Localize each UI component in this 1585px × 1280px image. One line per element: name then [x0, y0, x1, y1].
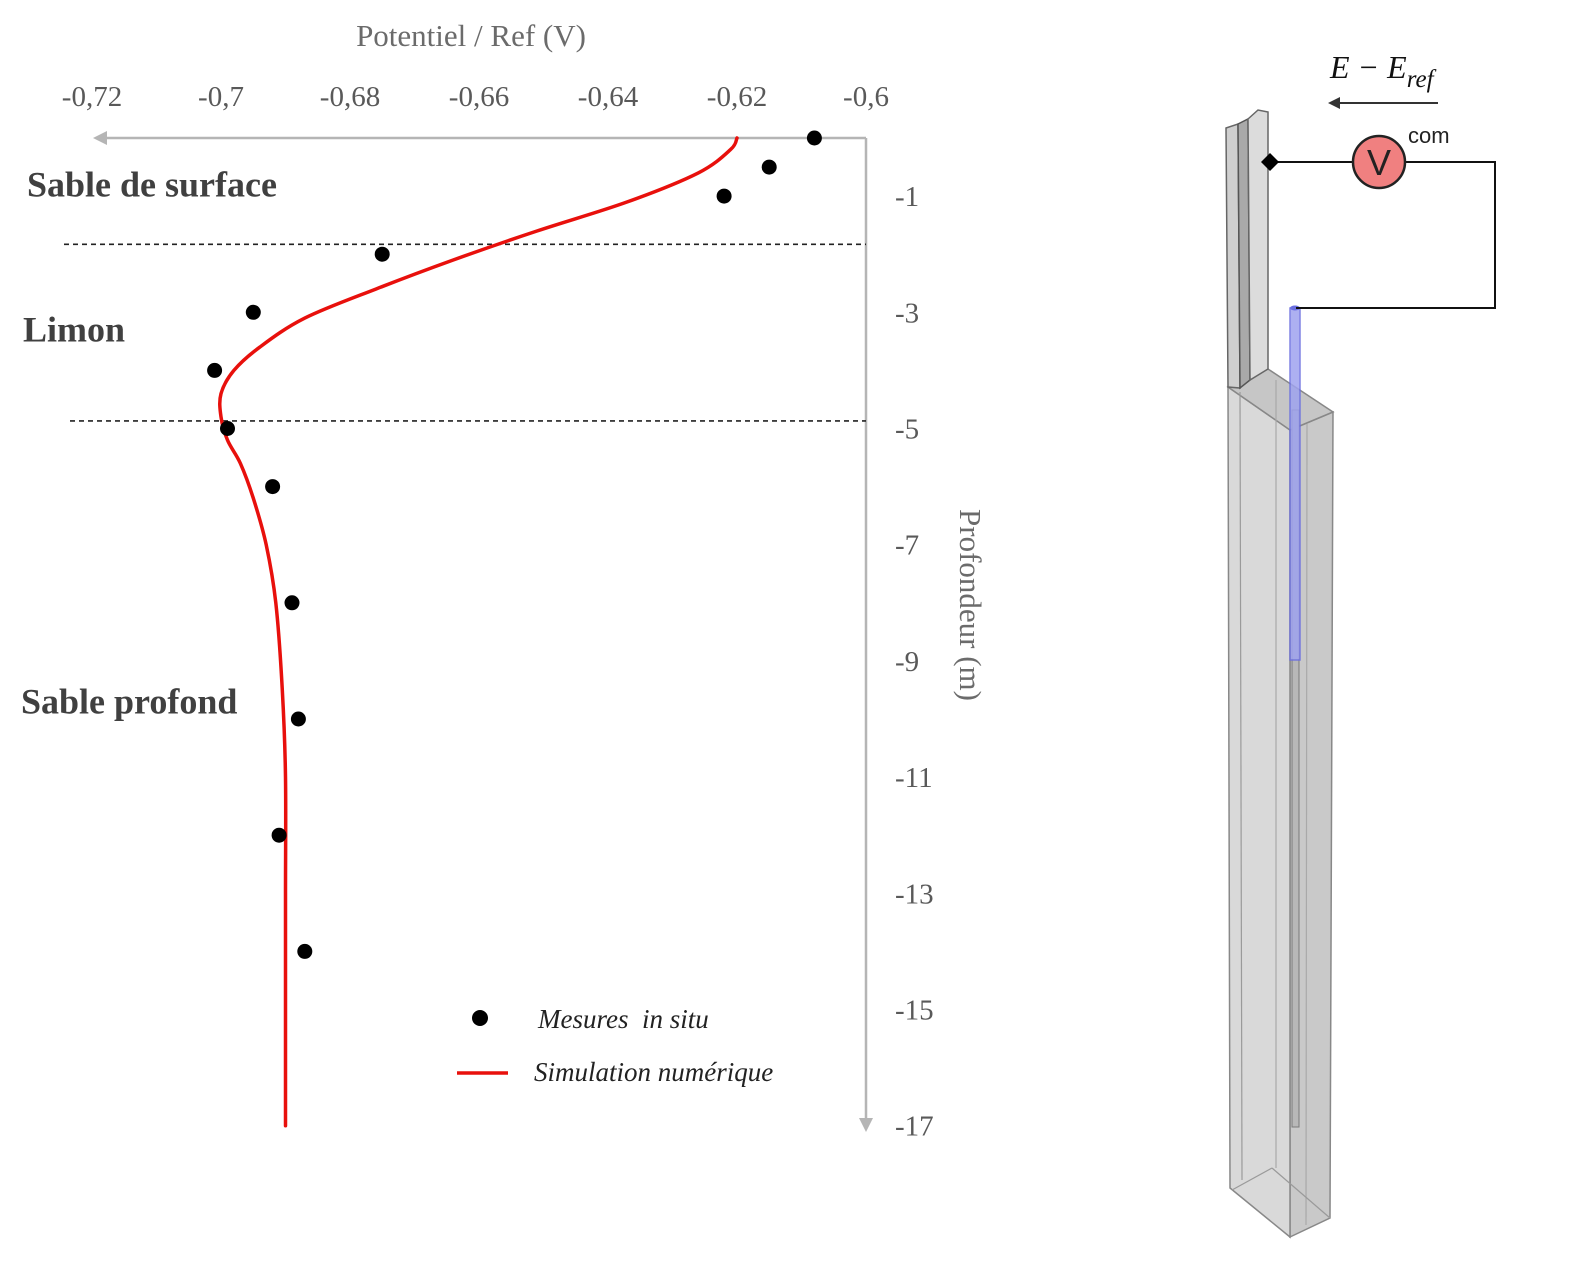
x-tick-labels: -0,72 -0,7 -0,68 -0,66 -0,64 -0,62 -0,6 — [62, 81, 889, 113]
legend-label-simulation: Simulation numérique — [534, 1057, 773, 1087]
x-axis-title: Potentiel / Ref (V) — [356, 18, 586, 53]
x-tick-label: -0,7 — [198, 81, 244, 113]
layer-label: Sable profond — [21, 682, 237, 722]
y-tick-label: -7 — [895, 530, 919, 562]
measurement-point — [716, 188, 732, 204]
x-tick-label: -0,64 — [578, 81, 639, 113]
x-tick-label: -0,62 — [707, 81, 767, 113]
y-tick-label: -1 — [895, 181, 919, 213]
measurement-point — [806, 130, 822, 146]
simulation-line — [218, 136, 739, 1128]
measurement-point — [245, 304, 261, 320]
soil-inner-line — [1239, 391, 1243, 1181]
soil-block-front-face — [1227, 385, 1291, 1239]
legend-label-measures: Mesures in situ — [537, 1004, 709, 1034]
layer-label: Sable de surface — [27, 164, 277, 204]
legend: Mesures in situ Simulation numérique — [457, 1004, 773, 1087]
measurement-point — [761, 159, 777, 175]
x-tick-label: -0,66 — [449, 81, 509, 113]
y-tick-label: -17 — [895, 1111, 934, 1143]
y-tick-label: -15 — [895, 995, 934, 1027]
potential-equation: E − Eref — [1329, 49, 1437, 93]
measurement-series — [207, 130, 822, 959]
equation-main: E − E — [1329, 49, 1407, 85]
reference-electrode-top — [1290, 305, 1300, 311]
sheet-pile-right-face — [1247, 109, 1269, 382]
measurement-point — [220, 421, 235, 436]
y-axis-title: Profondeur (m) — [953, 509, 988, 701]
y-tick-label: -5 — [895, 414, 919, 446]
y-tick-label: -11 — [895, 762, 933, 794]
measurement-point — [265, 479, 281, 495]
voltmeter-symbol — [1351, 134, 1407, 190]
soil-inner-line — [1231, 1167, 1273, 1191]
y-tick-label: -3 — [895, 297, 919, 329]
equation-subscript: ref — [1407, 66, 1437, 93]
measurement-point — [271, 827, 287, 843]
layer-labels: Sable de surface Limon Sable profond — [21, 164, 277, 721]
legend-marker-measures — [472, 1010, 488, 1026]
x-tick-label: -0,6 — [843, 81, 889, 113]
measurement-point — [374, 246, 390, 262]
soil-inner-line — [1305, 423, 1308, 1226]
y-tick-label: -13 — [895, 878, 934, 910]
wire-voltmeter-to-electrode — [1296, 161, 1496, 309]
layer-label: Limon — [23, 310, 125, 350]
com-terminal-label: com — [1408, 123, 1450, 148]
chart: Potentiel / Ref (V) Profondeur (m) -0,72… — [21, 18, 988, 1143]
pile-connection-node — [1261, 153, 1279, 171]
y-tick-labels: -1 -3 -5 -7 -9 -11 -13 -15 -17 — [895, 181, 934, 1143]
x-tick-label: -0,68 — [320, 81, 380, 113]
x-tick-label: -0,72 — [62, 81, 122, 113]
reference-electrode — [1289, 307, 1301, 661]
measurement-point — [207, 362, 223, 378]
simulation-series — [218, 136, 739, 1128]
y-tick-label: -9 — [895, 646, 919, 678]
pile-schematic: E − Eref V com — [1225, 49, 1496, 1239]
measurement-point — [290, 711, 306, 727]
measurement-point — [297, 943, 313, 959]
measurement-point — [284, 595, 300, 611]
layer-boundaries — [64, 243, 866, 422]
soil-inner-line — [1271, 1167, 1331, 1219]
voltmeter-label: V — [1367, 142, 1391, 183]
